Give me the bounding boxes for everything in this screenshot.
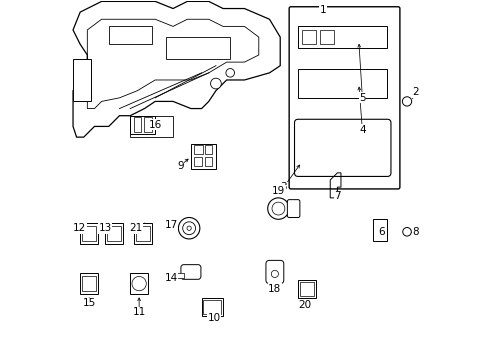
Bar bbox=[130, 273, 148, 294]
Bar bbox=[319, 30, 333, 44]
Bar bbox=[135, 226, 149, 241]
Circle shape bbox=[225, 68, 234, 77]
Bar bbox=[201, 298, 223, 316]
Bar bbox=[194, 145, 203, 154]
Text: 20: 20 bbox=[298, 300, 311, 310]
Bar bbox=[372, 219, 386, 241]
Bar bbox=[82, 226, 96, 241]
Circle shape bbox=[132, 276, 146, 291]
Text: 8: 8 bbox=[412, 227, 418, 237]
Bar bbox=[298, 280, 315, 298]
Bar bbox=[194, 157, 201, 166]
Bar bbox=[82, 276, 96, 291]
Text: 6: 6 bbox=[378, 227, 385, 237]
Bar bbox=[298, 26, 386, 48]
Bar bbox=[108, 26, 151, 44]
Text: 14: 14 bbox=[164, 273, 178, 283]
Circle shape bbox=[271, 270, 278, 278]
Text: 13: 13 bbox=[99, 223, 112, 233]
Bar bbox=[203, 300, 221, 314]
Text: 18: 18 bbox=[268, 284, 281, 294]
Circle shape bbox=[271, 202, 285, 215]
Bar bbox=[298, 69, 386, 98]
FancyBboxPatch shape bbox=[265, 260, 283, 284]
Bar bbox=[134, 117, 141, 132]
Bar bbox=[301, 30, 315, 44]
FancyBboxPatch shape bbox=[287, 200, 299, 217]
Text: 4: 4 bbox=[358, 125, 365, 135]
Text: 2: 2 bbox=[412, 87, 418, 98]
Text: 17: 17 bbox=[164, 220, 178, 230]
Bar bbox=[205, 157, 212, 166]
FancyBboxPatch shape bbox=[294, 119, 390, 176]
Bar bbox=[205, 145, 212, 154]
Text: 21: 21 bbox=[129, 223, 142, 233]
Text: 19: 19 bbox=[271, 186, 285, 196]
Bar bbox=[176, 273, 183, 278]
Text: 12: 12 bbox=[73, 223, 86, 233]
Bar bbox=[80, 273, 98, 294]
Bar bbox=[134, 223, 151, 244]
Text: 16: 16 bbox=[148, 120, 162, 130]
Bar bbox=[130, 116, 173, 137]
FancyBboxPatch shape bbox=[288, 7, 399, 189]
Text: 11: 11 bbox=[132, 307, 145, 317]
Bar bbox=[190, 144, 216, 169]
Circle shape bbox=[178, 217, 200, 239]
Text: 10: 10 bbox=[207, 312, 220, 323]
Circle shape bbox=[402, 97, 411, 106]
Text: 9: 9 bbox=[177, 161, 183, 171]
Bar bbox=[80, 223, 98, 244]
Bar bbox=[105, 223, 123, 244]
Circle shape bbox=[267, 198, 288, 219]
Circle shape bbox=[402, 228, 410, 236]
Text: 5: 5 bbox=[358, 93, 365, 103]
Bar bbox=[107, 226, 121, 241]
Bar bbox=[144, 117, 151, 132]
Bar bbox=[130, 116, 155, 134]
Circle shape bbox=[186, 226, 191, 230]
Text: 15: 15 bbox=[82, 298, 96, 308]
Text: 7: 7 bbox=[333, 191, 340, 201]
Circle shape bbox=[210, 78, 221, 89]
FancyBboxPatch shape bbox=[181, 265, 201, 279]
Text: 3: 3 bbox=[280, 182, 286, 192]
Circle shape bbox=[183, 222, 195, 235]
Bar bbox=[165, 37, 230, 59]
Bar bbox=[73, 59, 91, 102]
Bar bbox=[299, 282, 313, 296]
Text: 1: 1 bbox=[319, 5, 325, 15]
